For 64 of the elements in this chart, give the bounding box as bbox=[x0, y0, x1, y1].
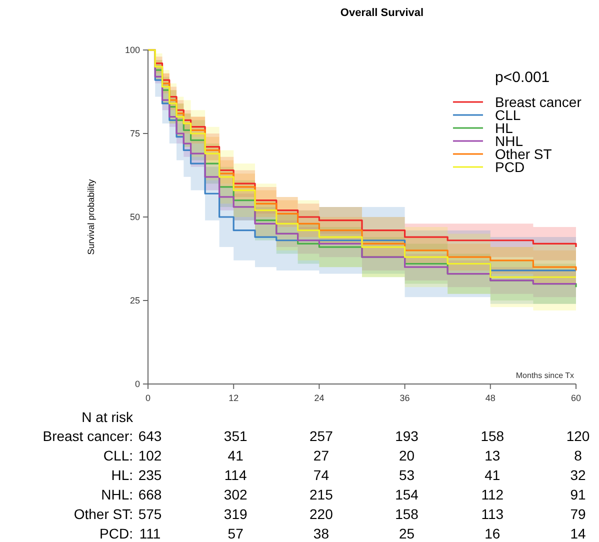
x-axis-title: Months since Tx bbox=[516, 371, 574, 380]
x-tick-label: 48 bbox=[485, 393, 496, 403]
x-tick-label: 12 bbox=[228, 393, 239, 403]
legend-label: HL bbox=[495, 120, 514, 136]
data-label: 41 bbox=[484, 467, 500, 483]
data-label: 41 bbox=[228, 448, 244, 464]
y-axis-title: Survival probability bbox=[86, 178, 96, 255]
x-tick-label: 60 bbox=[570, 393, 582, 403]
y-tick-label: NHL: bbox=[101, 486, 133, 502]
data-label: 120 bbox=[566, 428, 590, 444]
y-tick-label: 75 bbox=[130, 128, 140, 138]
data-label: 27 bbox=[313, 448, 330, 464]
legend-label: NHL bbox=[495, 133, 524, 149]
y-tick-label: Other ST: bbox=[74, 506, 133, 522]
legend-label: PCD bbox=[495, 159, 525, 175]
data-label: 74 bbox=[313, 467, 330, 483]
data-label: 235 bbox=[138, 467, 162, 483]
data-label: 351 bbox=[224, 428, 248, 444]
data-label: 25 bbox=[399, 526, 415, 542]
y-tick-label: 25 bbox=[130, 296, 140, 306]
data-label: 158 bbox=[480, 428, 504, 444]
data-label: 643 bbox=[138, 428, 162, 444]
data-label: 79 bbox=[570, 506, 586, 522]
y-tick-label: 100 bbox=[124, 45, 140, 55]
data-label: 13 bbox=[484, 448, 500, 464]
data-label: 14 bbox=[570, 526, 586, 542]
data-label: 154 bbox=[395, 486, 419, 502]
y-tick-label: HL: bbox=[111, 467, 133, 483]
data-label: 38 bbox=[313, 526, 330, 542]
data-label: 91 bbox=[570, 486, 586, 502]
annotation: p<0.001 bbox=[495, 69, 550, 86]
legend-label: CLL bbox=[495, 107, 521, 123]
y-tick-label: PCD: bbox=[100, 526, 133, 542]
data-label: 57 bbox=[228, 526, 244, 542]
data-label: 668 bbox=[138, 486, 162, 502]
data-label: 8 bbox=[574, 448, 582, 464]
data-label: 220 bbox=[310, 506, 334, 522]
legend-label: Other ST bbox=[495, 146, 552, 162]
data-label: 113 bbox=[481, 506, 504, 522]
chart-title: Overall Survival bbox=[340, 7, 424, 19]
data-label: 114 bbox=[224, 467, 247, 483]
data-label: 20 bbox=[399, 448, 415, 464]
x-tick-label: 0 bbox=[145, 393, 151, 403]
y-tick-label: 0 bbox=[134, 379, 140, 389]
data-label: 53 bbox=[399, 467, 415, 483]
data-label: 575 bbox=[138, 506, 162, 522]
x-tick-label: 24 bbox=[314, 393, 324, 403]
data-label: 193 bbox=[395, 428, 419, 444]
data-label: 111 bbox=[139, 526, 161, 542]
y-tick-label: Breast cancer: bbox=[42, 428, 133, 444]
data-label: 302 bbox=[224, 486, 248, 502]
data-label: 257 bbox=[310, 428, 334, 444]
data-label: 215 bbox=[310, 486, 334, 502]
chart-title: N at risk bbox=[82, 409, 134, 425]
data-label: 158 bbox=[395, 506, 419, 522]
legend-label: Breast cancer bbox=[495, 94, 582, 110]
data-label: 16 bbox=[484, 526, 500, 542]
x-tick-label: 36 bbox=[400, 393, 410, 403]
data-label: 102 bbox=[138, 448, 162, 464]
data-label: 319 bbox=[224, 506, 248, 522]
data-label: 32 bbox=[570, 467, 586, 483]
data-label: 112 bbox=[481, 486, 504, 502]
y-tick-label: 50 bbox=[130, 212, 140, 222]
y-tick-label: CLL: bbox=[103, 448, 133, 464]
